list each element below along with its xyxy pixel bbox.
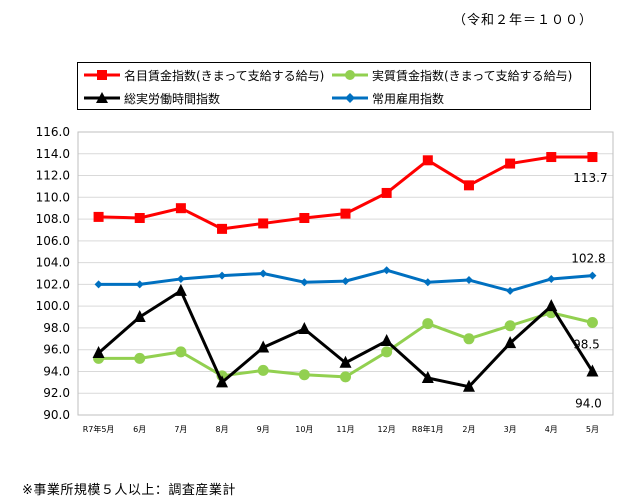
x-tick-label: 5月 bbox=[586, 425, 599, 434]
legend-label-employment: 常用雇用指数 bbox=[372, 91, 445, 106]
data-point bbox=[92, 345, 105, 358]
data-point bbox=[505, 158, 516, 169]
y-tick-label: 102.0 bbox=[36, 277, 70, 291]
data-point bbox=[588, 271, 597, 280]
data-point bbox=[135, 280, 144, 289]
x-tick-label: 7月 bbox=[174, 425, 187, 434]
y-tick-label: 116.0 bbox=[36, 125, 70, 139]
data-point bbox=[339, 355, 352, 368]
data-point bbox=[298, 322, 311, 335]
data-point bbox=[382, 266, 391, 275]
data-point bbox=[586, 316, 598, 328]
legend-label-nominal-wage: 名目賃金指数(きまって支給する給与) bbox=[124, 68, 325, 83]
y-tick-label: 104.0 bbox=[36, 256, 70, 270]
data-point bbox=[463, 333, 475, 345]
x-tick-label: R8年1月 bbox=[412, 424, 444, 434]
y-tick-label: 96.0 bbox=[43, 343, 70, 357]
data-point bbox=[299, 212, 310, 223]
x-tick-label: 9月 bbox=[257, 425, 270, 434]
plot-area-frame bbox=[77, 131, 614, 416]
x-tick-label: R7年5月 bbox=[83, 424, 115, 434]
x-tick-label: 3月 bbox=[504, 425, 517, 434]
x-tick-label: 4月 bbox=[545, 425, 558, 434]
data-point bbox=[340, 208, 351, 219]
data-point bbox=[217, 223, 228, 234]
y-tick-label: 106.0 bbox=[36, 234, 70, 248]
data-point bbox=[175, 203, 186, 214]
data-point bbox=[463, 180, 474, 191]
y-tick-label: 112.0 bbox=[36, 169, 70, 183]
data-point bbox=[216, 375, 229, 388]
data-point bbox=[547, 274, 556, 283]
legend-item-nominal-wage: 名目賃金指数(きまって支給する給与) bbox=[84, 66, 324, 84]
x-tick-label: 11月 bbox=[336, 425, 354, 434]
data-point bbox=[298, 369, 310, 381]
line-chart: 90.0 92.0 94.0 96.0 98.0 100.0 102.0 104.0 106.0… bbox=[36, 125, 614, 434]
data-point bbox=[587, 152, 598, 163]
y-tick-label: 100.0 bbox=[36, 299, 70, 313]
data-point bbox=[586, 364, 599, 377]
base-year-note: （令和２年＝１００） bbox=[453, 13, 594, 28]
data-point bbox=[381, 346, 393, 358]
x-tick-label: 2月 bbox=[462, 425, 475, 434]
data-point bbox=[257, 340, 270, 353]
data-point bbox=[134, 352, 146, 364]
legend-item-employment: 常用雇用指数 bbox=[332, 89, 444, 107]
y-tick-label: 110.0 bbox=[36, 190, 70, 204]
data-point bbox=[545, 299, 558, 312]
y-tick-label: 108.0 bbox=[36, 212, 70, 226]
data-point bbox=[93, 211, 104, 222]
data-point bbox=[340, 371, 351, 383]
data-label: 94.0 bbox=[575, 396, 602, 410]
data-point bbox=[506, 286, 515, 295]
data-point bbox=[218, 271, 227, 280]
data-point bbox=[134, 212, 145, 223]
legend-label-real-wage: 実質賃金指数(きまって支給する給与) bbox=[372, 68, 573, 83]
y-tick-label: 90.0 bbox=[43, 408, 70, 422]
data-label: 102.8 bbox=[571, 252, 605, 266]
data-point bbox=[259, 269, 268, 278]
data-point bbox=[175, 346, 187, 358]
data-point bbox=[133, 310, 146, 323]
data-point bbox=[422, 318, 434, 330]
y-tick-label: 92.0 bbox=[43, 386, 70, 400]
data-point bbox=[464, 276, 473, 285]
legend-item-hours: 総実労働時間指数 bbox=[84, 89, 220, 107]
data-point bbox=[174, 283, 187, 296]
chart-legend: 名目賃金指数(きまって支給する給与) 実質賃金指数(きまって支給する給与) 総実… bbox=[77, 62, 591, 110]
legend-marker-real-wage bbox=[332, 70, 368, 80]
data-point bbox=[381, 187, 392, 198]
data-point bbox=[421, 370, 434, 383]
data-point bbox=[462, 379, 475, 392]
legend-marker-nominal-wage bbox=[84, 70, 120, 80]
x-tick-label: 6月 bbox=[133, 425, 146, 434]
legend-label-hours: 総実労働時間指数 bbox=[124, 91, 221, 106]
data-point bbox=[300, 278, 309, 287]
data-point bbox=[504, 320, 516, 332]
y-tick-label: 94.0 bbox=[43, 364, 70, 378]
y-tick-label: 114.0 bbox=[36, 147, 70, 161]
data-point bbox=[176, 274, 185, 283]
footnote: ※事業所規模５人以上：調査産業計 bbox=[22, 483, 236, 498]
legend-item-real-wage: 実質賃金指数(きまって支給する給与) bbox=[332, 66, 572, 84]
y-tick-label: 98.0 bbox=[43, 321, 70, 335]
x-tick-label: 10月 bbox=[295, 425, 313, 434]
data-point bbox=[341, 277, 350, 286]
legend-marker-hours bbox=[84, 92, 120, 103]
data-point bbox=[94, 280, 103, 289]
legend-marker-employment bbox=[332, 93, 368, 103]
x-tick-label: 8月 bbox=[215, 425, 228, 434]
data-point bbox=[257, 364, 269, 376]
data-label: 98.5 bbox=[573, 337, 600, 351]
data-point bbox=[423, 278, 432, 287]
data-point bbox=[258, 218, 269, 229]
data-point bbox=[546, 152, 557, 163]
data-point bbox=[380, 333, 393, 346]
x-tick-label: 12月 bbox=[378, 425, 396, 434]
data-point bbox=[504, 336, 517, 349]
data-point bbox=[422, 155, 433, 166]
data-label: 113.7 bbox=[573, 171, 607, 185]
